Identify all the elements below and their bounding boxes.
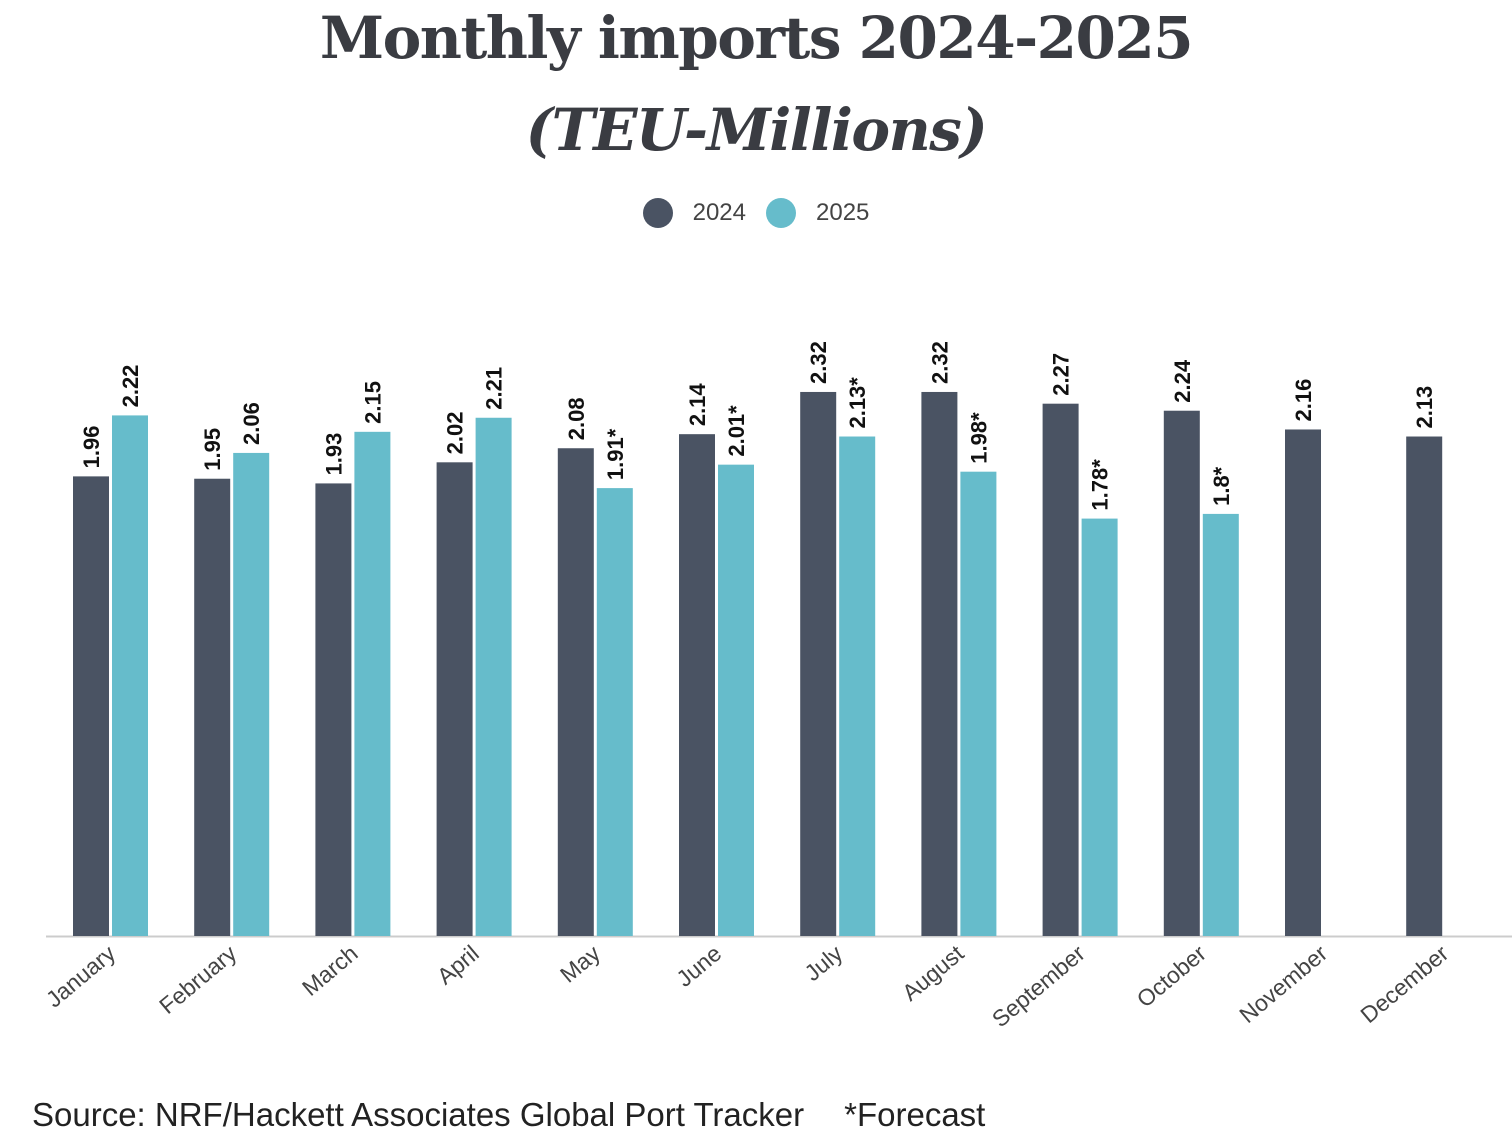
legend-label-2025: 2025 <box>816 199 870 226</box>
bar-2025-september <box>1081 518 1118 936</box>
data-label-2025-january: 2.22 <box>118 365 143 408</box>
data-label-2024-april: 2.02 <box>443 411 468 454</box>
bar-2025-april <box>475 417 512 936</box>
legend: 2024 2025 <box>0 198 1512 228</box>
legend-item-2025: 2025 <box>766 198 869 228</box>
x-tick-label-may: May <box>555 940 605 988</box>
bar-2025-march <box>354 431 391 936</box>
bar-2025-may <box>596 488 633 936</box>
legend-swatch-2025 <box>766 198 796 228</box>
legend-label-2024: 2024 <box>692 199 746 226</box>
data-label-2024-november: 2.16 <box>1291 379 1316 422</box>
bar-2025-july <box>839 436 876 936</box>
bar-2025-june <box>718 464 754 936</box>
x-tick-label-march: March <box>297 940 363 1001</box>
source-text: Source: NRF/Hackett Associates Global Po… <box>32 1096 805 1133</box>
data-label-2025-june: 2.01* <box>724 405 749 457</box>
x-tick-label-january: January <box>41 940 121 1013</box>
bar-2025-october <box>1202 513 1239 936</box>
x-tick-label-october: October <box>1132 940 1212 1013</box>
bar-2024-september <box>1042 403 1079 936</box>
data-label-2025-august: 1.98* <box>966 412 991 464</box>
data-label-2024-august: 2.32 <box>927 341 952 384</box>
x-tick-label-february: February <box>154 940 242 1019</box>
x-tick-label-september: September <box>987 940 1090 1032</box>
data-label-2025-may: 1.91* <box>603 428 628 480</box>
bar-2025-august <box>960 471 997 936</box>
bar-2024-november <box>1285 429 1321 936</box>
bar-2024-january <box>73 476 109 936</box>
data-label-2025-february: 2.06 <box>239 402 264 445</box>
forecast-note: *Forecast <box>844 1096 986 1133</box>
chart-subtitle: (TEU-Millions) <box>525 96 988 164</box>
data-label-2024-july: 2.32 <box>806 341 831 384</box>
x-tick-label-april: April <box>432 940 484 989</box>
data-label-2024-june: 2.14 <box>685 383 710 427</box>
footer: Source: NRF/Hackett Associates Global Po… <box>32 1096 1025 1134</box>
chart-title: Monthly imports 2024-2025 <box>319 4 1194 72</box>
bar-2024-june <box>679 434 715 936</box>
x-tick-label-july: July <box>799 940 847 987</box>
data-label-2025-september: 1.78* <box>1088 459 1113 511</box>
x-tick-label-december: December <box>1355 940 1453 1028</box>
data-label-2024-september: 2.27 <box>1049 353 1074 396</box>
data-label-2024-october: 2.24 <box>1170 359 1195 403</box>
data-label-2025-april: 2.21 <box>482 367 507 410</box>
data-label-2024-december: 2.13 <box>1412 386 1437 429</box>
bar-2024-july <box>800 391 837 937</box>
bar-2024-december <box>1406 436 1443 936</box>
x-tick-label-august: August <box>897 940 969 1006</box>
data-label-2025-october: 1.8* <box>1209 466 1234 506</box>
data-label-2024-february: 1.95 <box>200 428 225 471</box>
x-tick-label-november: November <box>1234 940 1332 1028</box>
bar-chart: 1.96 2.22 January 1.95 2.06 February 1.93 2.15 M… <box>41 341 1512 1032</box>
x-tick-label-june: June <box>671 940 726 992</box>
bar-2024-october <box>1163 410 1200 937</box>
legend-item-2024: 2024 <box>642 198 746 228</box>
bar-2025-february <box>233 452 270 936</box>
bar-2024-march <box>315 483 352 936</box>
data-label-2025-march: 2.15 <box>360 381 385 424</box>
bar-2024-april <box>436 462 473 936</box>
bar-2025-january <box>112 415 148 936</box>
data-label-2024-may: 2.08 <box>564 397 589 440</box>
bar-2024-august <box>921 391 958 937</box>
legend-swatch-2024 <box>642 198 673 228</box>
bar-2024-february <box>194 478 231 936</box>
data-label-2024-march: 1.93 <box>321 433 346 476</box>
data-label-2024-january: 1.96 <box>79 426 104 469</box>
bar-2024-may <box>557 448 594 936</box>
data-label-2025-july: 2.13* <box>845 377 870 429</box>
